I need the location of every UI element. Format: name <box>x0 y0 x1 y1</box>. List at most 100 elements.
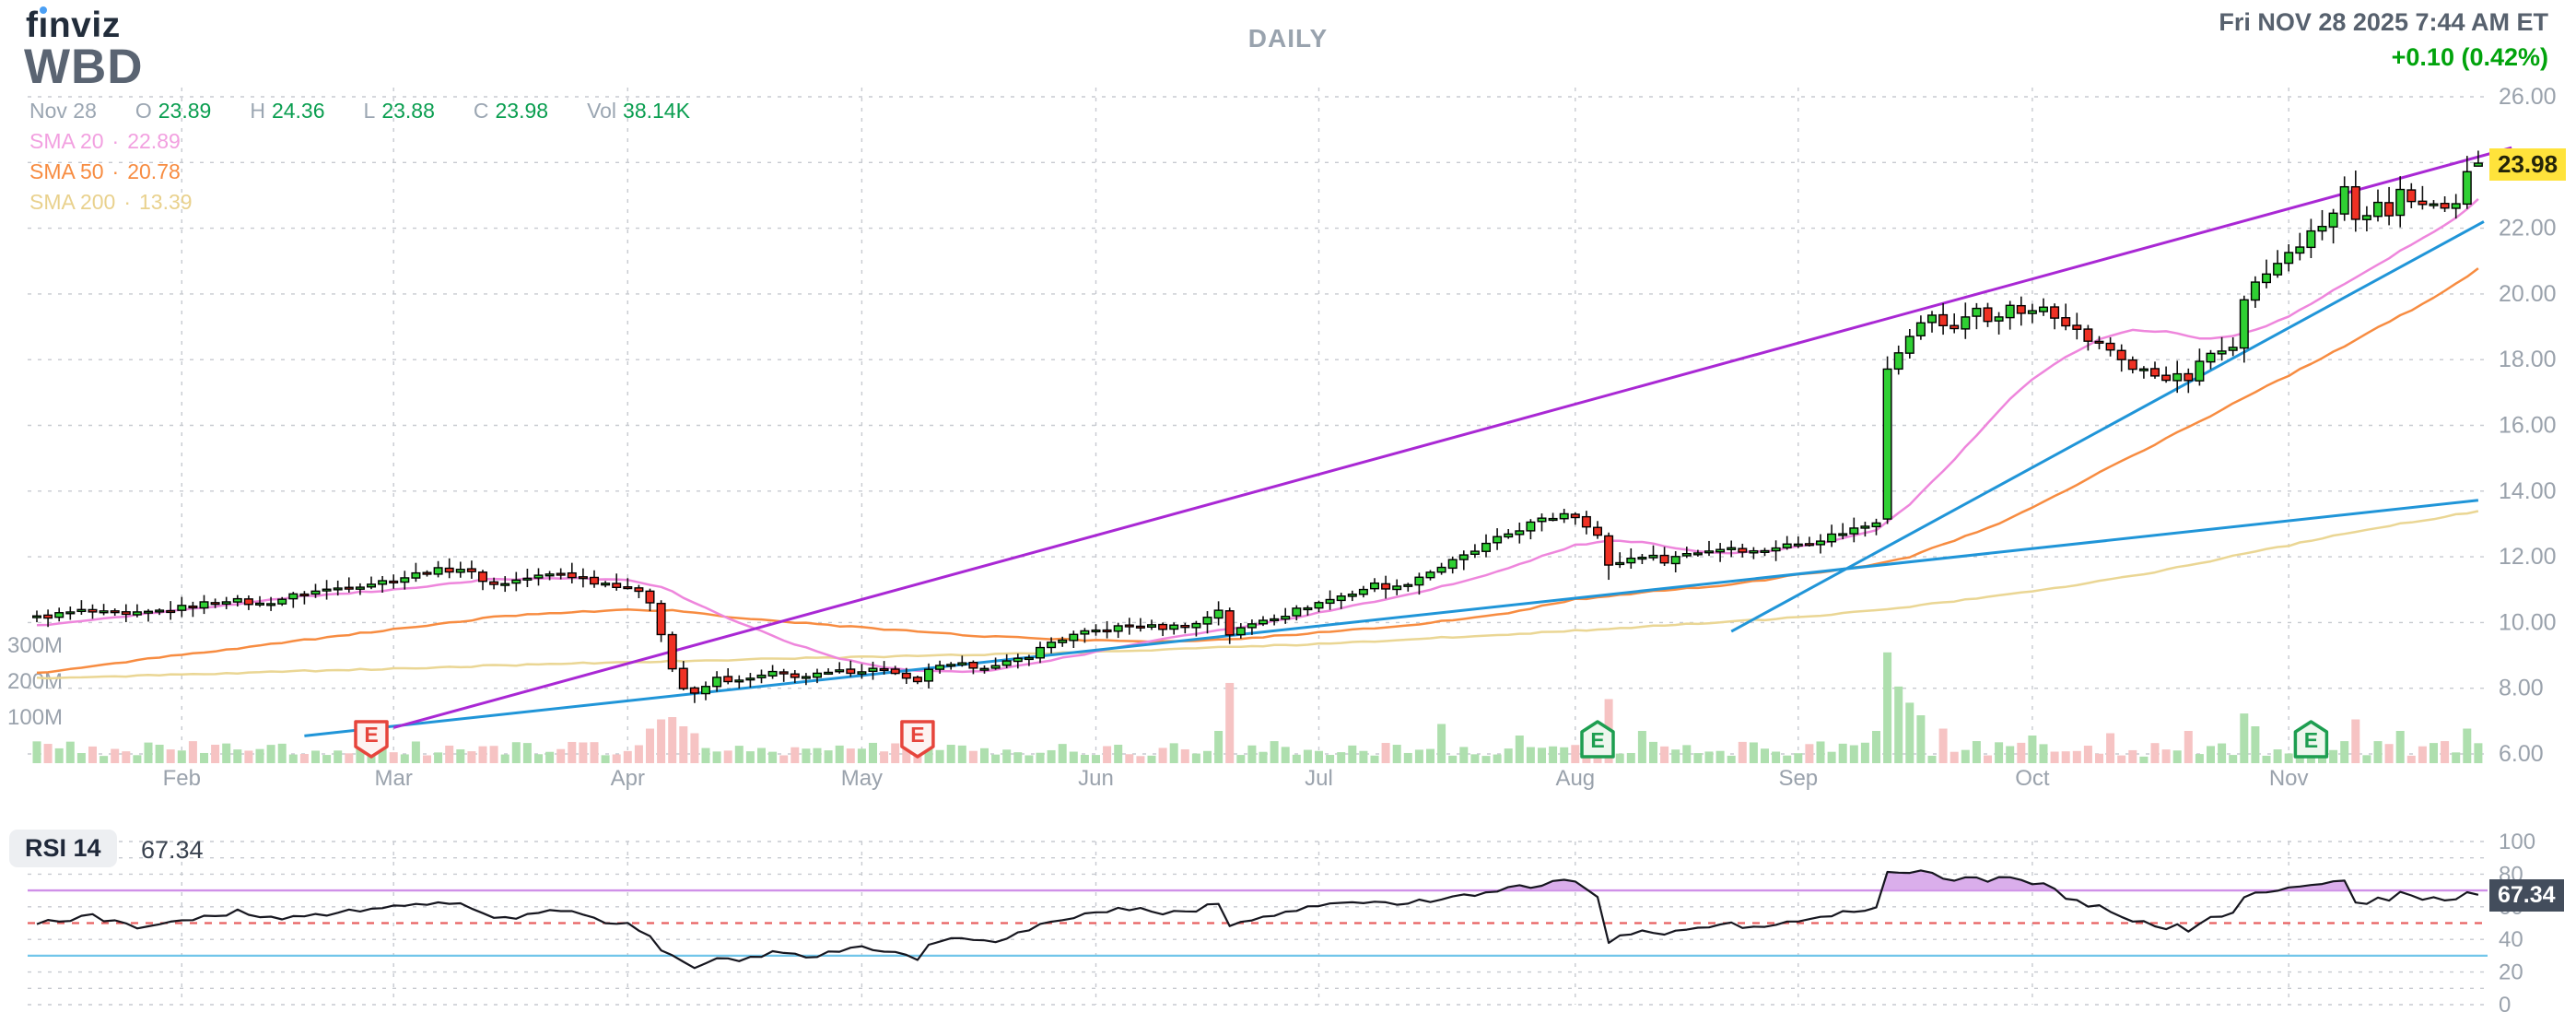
candle <box>767 665 778 679</box>
price-axis-label: 22.00 <box>2499 216 2557 241</box>
sma200-line <box>36 510 2479 680</box>
candle <box>65 606 76 620</box>
volume-bar <box>1448 755 1458 763</box>
candle-body <box>2116 349 2126 360</box>
volume-bar <box>1403 752 1412 763</box>
volume-bar <box>1348 745 1357 763</box>
candle <box>1904 329 1914 359</box>
volume-bar <box>1303 749 1312 763</box>
volume-bar <box>1938 728 1948 763</box>
candle-body <box>767 670 778 677</box>
volume-bar <box>1704 751 1714 763</box>
candle-body <box>54 612 64 618</box>
volume-bar <box>2128 749 2137 763</box>
candle-body <box>712 677 722 688</box>
volume-bar <box>757 748 766 763</box>
volume-bar <box>233 749 242 763</box>
candle-body <box>1871 522 1881 528</box>
candle-body <box>1124 624 1134 628</box>
candle-body <box>1815 540 1825 546</box>
volume-bar <box>2195 754 2204 763</box>
candle <box>166 601 176 620</box>
candle <box>2473 150 2483 167</box>
volume-bar <box>1860 742 1869 763</box>
candle-body <box>2418 200 2428 206</box>
volume-bar <box>2218 743 2227 763</box>
candle <box>1124 618 1134 635</box>
candle-body <box>2061 317 2071 327</box>
candle <box>1113 622 1123 639</box>
candle <box>322 580 332 600</box>
volume-bar <box>133 755 142 763</box>
candle <box>2339 176 2349 221</box>
volume-bar <box>100 756 109 763</box>
month-label: Oct <box>2015 766 2050 791</box>
candle <box>1637 553 1647 565</box>
candle <box>88 604 98 619</box>
volume-bar <box>88 746 97 763</box>
quote-datetime: Fri NOV 28 2025 7:44 AM ET <box>2219 8 2548 36</box>
candle-body <box>590 576 600 585</box>
candle <box>310 583 321 598</box>
candle-body <box>1024 656 1034 661</box>
candle-body <box>1692 552 1703 556</box>
volume-bar <box>1515 736 1524 763</box>
candle-body <box>2317 225 2327 232</box>
candle <box>2250 276 2260 308</box>
volume-bar <box>1738 741 1747 763</box>
candle <box>2440 196 2450 212</box>
candle <box>846 660 856 677</box>
volume-bar <box>2106 733 2115 763</box>
volume-bar <box>1927 755 1937 763</box>
volume-bar <box>1392 745 1401 763</box>
month-label: Nov <box>2269 766 2309 791</box>
earnings-badge-shape <box>354 720 389 759</box>
candle-body <box>1180 624 1190 629</box>
volume-bar <box>111 748 120 763</box>
earnings-badge-down: E <box>900 720 935 759</box>
volume-bar <box>1794 753 1803 763</box>
candle <box>1994 312 2004 335</box>
candle-body <box>299 593 310 597</box>
quote-volume: Vol 38.14K <box>587 99 690 123</box>
volume-bar <box>824 750 833 763</box>
volume-bar <box>1526 747 1535 763</box>
volume-bar <box>1158 748 1167 763</box>
volume-bar <box>277 743 287 763</box>
rsi-indicator-chip[interactable]: RSI 14 <box>9 830 117 867</box>
logo-text-i-blue-dot: ı <box>38 6 49 45</box>
price-axis-label: 20.00 <box>2499 281 2557 307</box>
volume-bar <box>1838 743 1847 763</box>
candle <box>1681 547 1692 559</box>
month-label: Aug <box>1555 766 1595 791</box>
volume-bar <box>1637 731 1646 763</box>
candle-body <box>2284 252 2294 265</box>
volume-bar <box>166 749 175 763</box>
volume-bar <box>946 745 955 763</box>
last-price-badge: 23.98 <box>2489 148 2567 181</box>
candle <box>1481 534 1491 558</box>
candle-body <box>946 664 956 667</box>
volume-bar <box>1013 752 1023 763</box>
candle-body <box>623 586 633 590</box>
candle-body <box>2161 374 2172 382</box>
volume-bar <box>2474 743 2483 763</box>
rsi-axis-label: 100 <box>2499 830 2535 854</box>
volume-bar <box>1326 755 1335 763</box>
volume-bar <box>76 753 86 763</box>
candle-body <box>1493 536 1503 544</box>
candle <box>1570 512 1580 525</box>
candle-body <box>1727 547 1737 550</box>
volume-bar <box>1481 756 1491 763</box>
candle <box>243 595 253 610</box>
volume-bar <box>244 750 253 763</box>
finviz-logo[interactable]: fınviz <box>26 6 121 46</box>
candle-body <box>2005 304 2015 319</box>
volume-bar <box>902 748 911 763</box>
volume-bar <box>177 750 186 763</box>
volume-bar <box>345 753 354 763</box>
volume-bar <box>2251 726 2260 763</box>
candle <box>221 596 231 609</box>
candle-body <box>1670 556 1680 565</box>
